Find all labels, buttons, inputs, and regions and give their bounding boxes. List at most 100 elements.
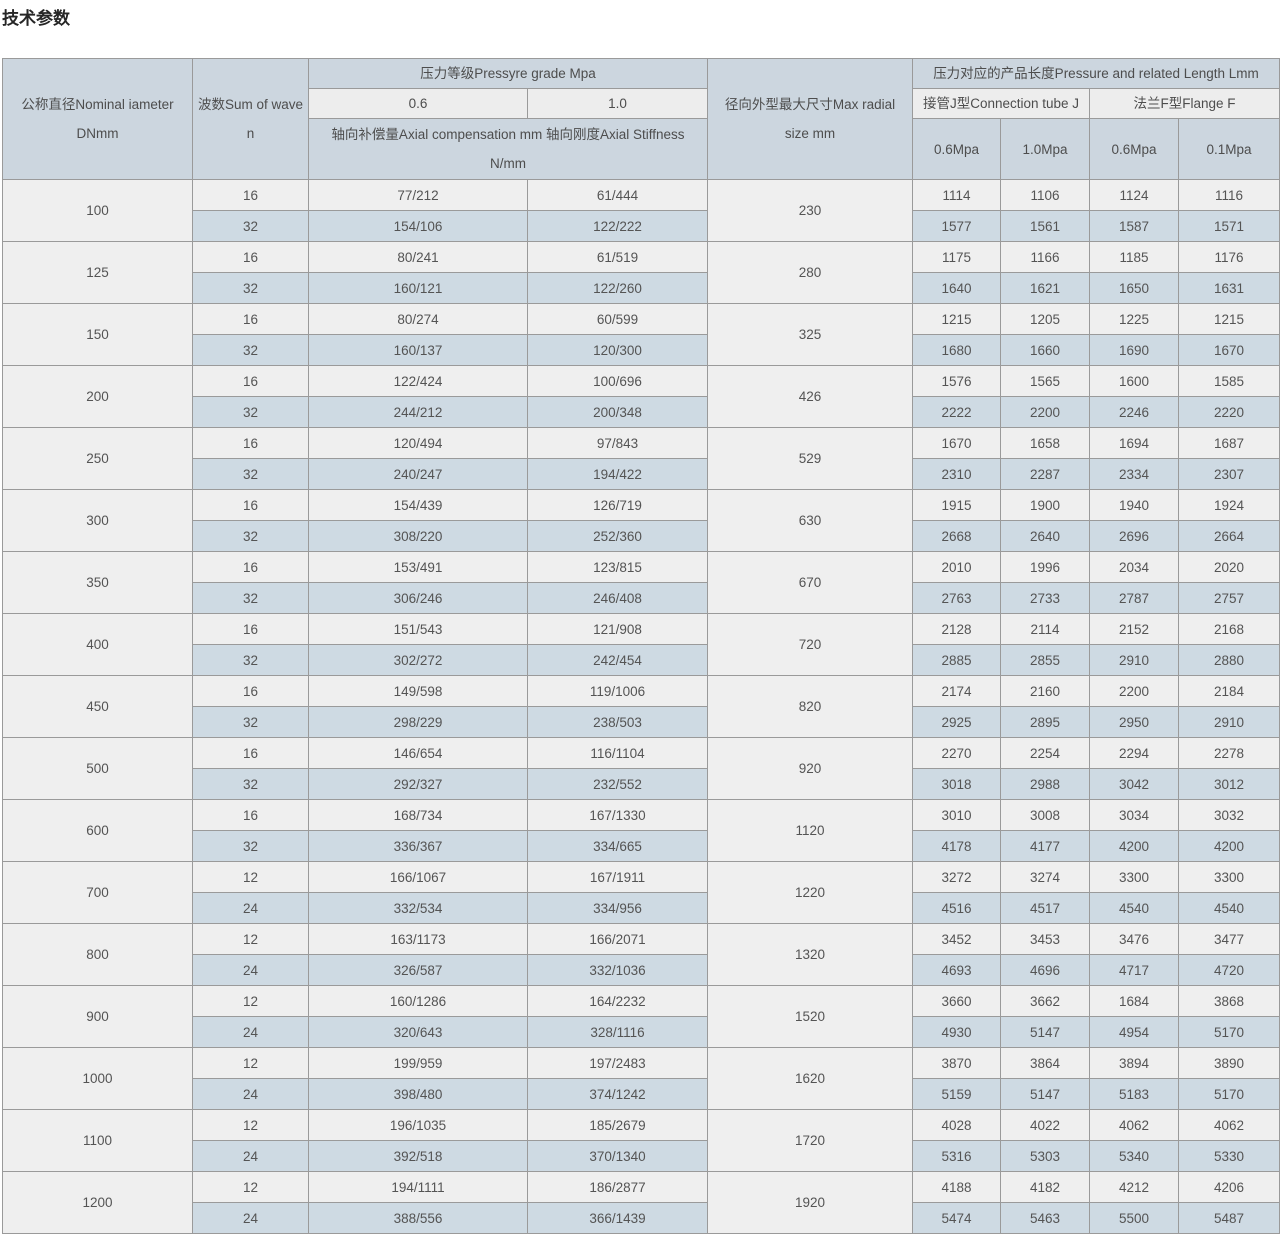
- compensation-1.0-cell: 120/300: [527, 334, 708, 366]
- flange-0.1mpa-cell: 5170: [1178, 1078, 1280, 1110]
- flange-0.6mpa-cell: 1225: [1089, 303, 1179, 335]
- table-row: 32 306/246 246/408 2763 2733 2787 2757: [3, 582, 1280, 614]
- compensation-1.0-cell: 100/696: [527, 365, 708, 397]
- flange-0.1mpa-cell: 1687: [1178, 427, 1280, 459]
- tube-1.0mpa-cell: 5303: [1000, 1140, 1090, 1172]
- flange-0.1mpa-cell: 2880: [1178, 644, 1280, 676]
- wave-cell: 12: [192, 985, 309, 1017]
- compensation-0.6-cell: 244/212: [308, 396, 528, 428]
- tube-1.0mpa-cell: 1166: [1000, 241, 1090, 273]
- flange-0.1mpa-cell: 5330: [1178, 1140, 1280, 1172]
- table-row: 400 16 151/543 121/908 720 2128 2114 2152 2168: [2, 613, 1280, 676]
- compensation-0.6-cell: 326/587: [308, 954, 528, 986]
- compensation-0.6-cell: 336/367: [308, 830, 528, 862]
- compensation-0.6-cell: 320/643: [308, 1016, 528, 1048]
- table-row: 1200 12 194/1111 186/2877 1920 4188 4182 4212 42…: [2, 1171, 1280, 1234]
- compensation-1.0-cell: 334/956: [527, 892, 708, 924]
- radial-size-cell: 1520: [707, 985, 913, 1048]
- tube-0.6mpa-cell: 4188: [912, 1171, 1001, 1203]
- compensation-1.0-cell: 122/222: [527, 210, 708, 242]
- compensation-1.0-cell: 186/2877: [527, 1171, 708, 1203]
- dn-cell: 150: [2, 303, 193, 366]
- flange-0.1mpa-cell: 2184: [1178, 675, 1280, 707]
- flange-0.6mpa-cell: 1684: [1089, 985, 1179, 1017]
- flange-0.6mpa-cell: 1587: [1089, 210, 1179, 242]
- table-row: 100 16 77/212 61/444 230 1114 1106 1124 1116: [2, 179, 1280, 242]
- compensation-1.0-cell: 116/1104: [527, 737, 708, 769]
- wave-cell: 16: [192, 489, 309, 521]
- tube-0.6mpa-cell: 4693: [912, 954, 1001, 986]
- compensation-0.6-cell: 332/534: [308, 892, 528, 924]
- flange-0.6mpa-cell: 1600: [1089, 365, 1179, 397]
- header-row-subgroups: 0.6 1.0 接管J型Connection tube J 法兰F型Flange…: [3, 88, 1280, 119]
- wave-cell: 24: [192, 954, 309, 986]
- compensation-0.6-cell: 154/106: [308, 210, 528, 242]
- tube-1.0mpa-cell: 1658: [1000, 427, 1090, 459]
- tube-0.6mpa-cell: 5316: [912, 1140, 1001, 1172]
- compensation-1.0-cell: 122/260: [527, 272, 708, 304]
- table-row: 32 292/327 232/552 3018 2988 3042 3012: [3, 768, 1280, 800]
- tube-1.0mpa-cell: 4696: [1000, 954, 1090, 986]
- table-row: 24 398/480 374/1242 5159 5147 5183 5170: [3, 1078, 1280, 1110]
- table-row: 150 16 80/274 60/599 325 1215 1205 1225 1215: [2, 303, 1280, 366]
- compensation-1.0-cell: 123/815: [527, 551, 708, 583]
- header-axial-note: 轴向补偿量Axial compensation mm 轴向刚度Axial Sti…: [308, 118, 708, 180]
- tube-0.6mpa-cell: 3018: [912, 768, 1001, 800]
- flange-0.1mpa-cell: 1176: [1178, 241, 1280, 273]
- flange-0.1mpa-cell: 2757: [1178, 582, 1280, 614]
- flange-0.6mpa-cell: 3300: [1089, 861, 1179, 893]
- wave-cell: 16: [192, 427, 309, 459]
- compensation-1.0-cell: 238/503: [527, 706, 708, 738]
- dn-cell: 350: [2, 551, 193, 614]
- tube-1.0mpa-cell: 1561: [1000, 210, 1090, 242]
- table-row: 24 388/556 366/1439 5474 5463 5500 5487: [3, 1202, 1280, 1234]
- wave-cell: 12: [192, 1109, 309, 1141]
- wave-cell: 24: [192, 892, 309, 924]
- radial-size-cell: 630: [707, 489, 913, 552]
- dn-cell: 1100: [2, 1109, 193, 1172]
- dn-cell: 450: [2, 675, 193, 738]
- flange-0.1mpa-cell: 3032: [1178, 799, 1280, 831]
- wave-cell: 12: [192, 1171, 309, 1203]
- compensation-1.0-cell: 185/2679: [527, 1109, 708, 1141]
- dn-cell: 600: [2, 799, 193, 862]
- compensation-0.6-cell: 80/274: [308, 303, 528, 335]
- flange-0.1mpa-cell: 4540: [1178, 892, 1280, 924]
- flange-0.1mpa-cell: 5170: [1178, 1016, 1280, 1048]
- compensation-0.6-cell: 154/439: [308, 489, 528, 521]
- tube-0.6mpa-cell: 2925: [912, 706, 1001, 738]
- flange-0.1mpa-cell: 3868: [1178, 985, 1280, 1017]
- flange-0.1mpa-cell: 2220: [1178, 396, 1280, 428]
- flange-0.6mpa-cell: 4062: [1089, 1109, 1179, 1141]
- compensation-1.0-cell: 194/422: [527, 458, 708, 490]
- flange-0.1mpa-cell: 1670: [1178, 334, 1280, 366]
- compensation-1.0-cell: 166/2071: [527, 923, 708, 955]
- flange-0.1mpa-cell: 1116: [1178, 179, 1280, 211]
- tube-1.0mpa-cell: 4182: [1000, 1171, 1090, 1203]
- header-pressure-length-group: 压力对应的产品长度Pressure and related Length Lmm: [912, 58, 1280, 89]
- flange-0.6mpa-cell: 2696: [1089, 520, 1179, 552]
- tube-1.0mpa-cell: 2640: [1000, 520, 1090, 552]
- tube-1.0mpa-cell: 1996: [1000, 551, 1090, 583]
- tube-0.6mpa-cell: 1640: [912, 272, 1001, 304]
- dn-cell: 700: [2, 861, 193, 924]
- dn-cell: 100: [2, 179, 193, 242]
- tube-1.0mpa-cell: 1660: [1000, 334, 1090, 366]
- compensation-0.6-cell: 153/491: [308, 551, 528, 583]
- compensation-0.6-cell: 168/734: [308, 799, 528, 831]
- flange-0.6mpa-cell: 3894: [1089, 1047, 1179, 1079]
- table-row: 900 12 160/1286 164/2232 1520 3660 3662 1684 386…: [2, 985, 1280, 1048]
- flange-0.1mpa-cell: 5487: [1178, 1202, 1280, 1234]
- wave-cell: 32: [192, 644, 309, 676]
- radial-size-cell: 720: [707, 613, 913, 676]
- compensation-1.0-cell: 97/843: [527, 427, 708, 459]
- table-row: 24 326/587 332/1036 4693 4696 4717 4720: [3, 954, 1280, 986]
- tube-1.0mpa-cell: 4177: [1000, 830, 1090, 862]
- tube-1.0mpa-cell: 1106: [1000, 179, 1090, 211]
- tube-1.0mpa-cell: 2160: [1000, 675, 1090, 707]
- compensation-0.6-cell: 160/121: [308, 272, 528, 304]
- flange-0.6mpa-cell: 2034: [1089, 551, 1179, 583]
- tube-0.6mpa-cell: 3272: [912, 861, 1001, 893]
- flange-0.6mpa-cell: 4212: [1089, 1171, 1179, 1203]
- compensation-0.6-cell: 240/247: [308, 458, 528, 490]
